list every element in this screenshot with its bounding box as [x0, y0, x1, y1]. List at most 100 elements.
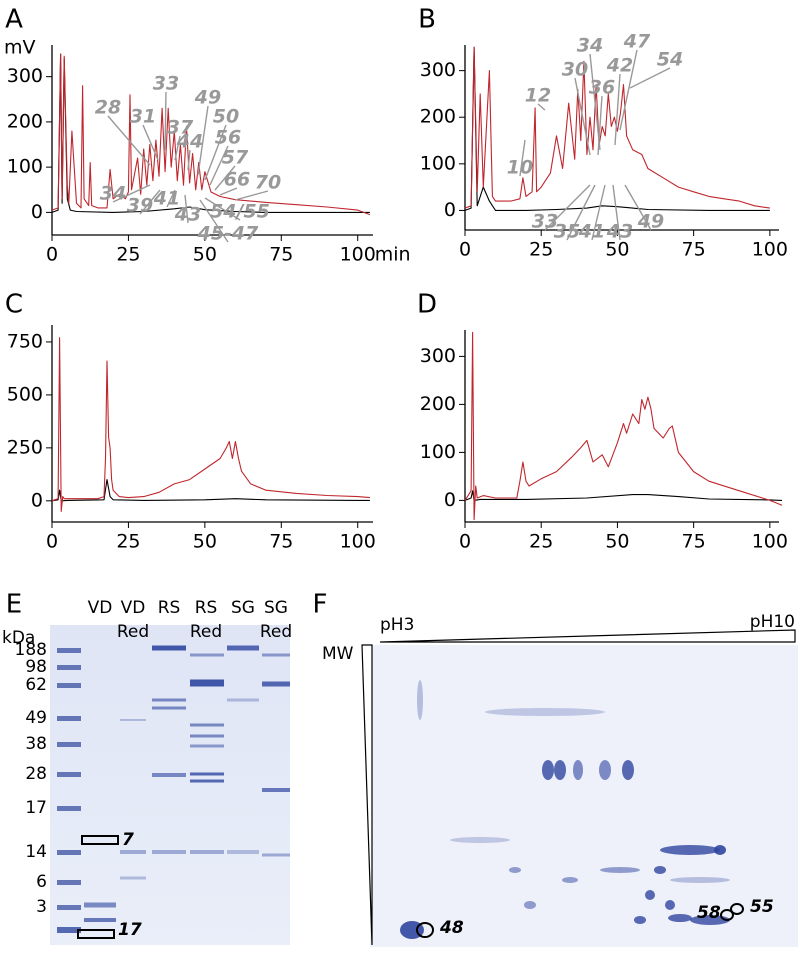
ladder-band	[57, 665, 81, 670]
y-tick-label: 300	[7, 65, 43, 87]
x-tick-label: 75	[269, 531, 293, 553]
lane-label: SG	[264, 598, 288, 618]
panel-label: F	[313, 590, 328, 620]
gel-spot	[450, 837, 510, 843]
gel-spot	[660, 845, 720, 855]
peak-annotation: 44	[176, 131, 203, 153]
gel-spot	[554, 760, 566, 780]
annotation-arrow	[112, 184, 151, 203]
x-tick-label: 25	[116, 244, 140, 266]
ladder-band	[57, 683, 81, 688]
gel-band	[262, 853, 290, 857]
mw-label: MW	[322, 644, 354, 664]
marker-label: 98	[25, 657, 47, 677]
ladder-band	[57, 880, 81, 885]
gel-marks	[57, 645, 730, 939]
y-tick-label: 0	[31, 489, 43, 511]
gel-spot	[670, 877, 730, 883]
annotation-arrow	[544, 184, 591, 231]
x-tick-label: 50	[193, 531, 217, 553]
peak-annotation: 54	[657, 49, 683, 71]
ladder-band	[57, 648, 81, 653]
peak-annotation: 56	[215, 127, 241, 149]
gel-band	[84, 902, 116, 908]
y-tick-label: 100	[7, 156, 43, 178]
x-tick-label: 50	[605, 239, 629, 261]
annotation-arrow	[142, 124, 159, 161]
gel-band	[190, 850, 224, 854]
gel-spot	[622, 760, 634, 780]
spot-label: 58	[697, 903, 721, 923]
lane-label: RS	[158, 598, 181, 618]
x-tick-label: 50	[193, 244, 217, 266]
annotation-arrow	[204, 124, 227, 181]
peak-annotation: 12	[525, 85, 551, 107]
gel-band	[190, 734, 224, 738]
gel-band	[120, 719, 146, 721]
x-tick-label: 25	[116, 531, 140, 553]
peak-annotation: 50	[213, 106, 239, 128]
annotation-arrow	[139, 189, 161, 215]
gel-band	[120, 850, 146, 854]
y-tick-label: 300	[420, 59, 456, 81]
gel-spot	[509, 867, 521, 873]
peak-annotation: 30	[562, 59, 588, 81]
ladder-band	[57, 850, 81, 855]
x-tick-label: 100	[752, 531, 788, 553]
ladder-band	[57, 716, 81, 721]
peak-annotation: 42	[606, 55, 633, 77]
lane-sublabel: Red	[190, 622, 222, 642]
spot-circle	[416, 922, 434, 938]
annotation-arrow	[614, 73, 621, 146]
panel-label: C	[5, 290, 23, 320]
gel-band	[120, 876, 146, 880]
x-tick-label: 0	[46, 244, 58, 266]
peak-annotation: 31	[130, 106, 156, 128]
ladder-band	[57, 772, 81, 777]
marker-label: 17	[25, 798, 47, 818]
peak-annotation: 66	[224, 169, 250, 191]
gel-spot	[668, 914, 692, 922]
marker-label: 6	[36, 872, 47, 892]
panel-label: A	[5, 5, 23, 35]
marker-label: 38	[25, 734, 47, 754]
y-axis-label: mV	[4, 37, 36, 59]
peak-annotation: 33	[153, 73, 179, 95]
gel-spot	[562, 877, 578, 883]
gel-band	[227, 850, 259, 854]
ph-low-label: pH3	[380, 615, 414, 635]
y-tick-label: 100	[420, 441, 456, 463]
gel-band	[262, 681, 290, 687]
panel-label: D	[417, 290, 437, 320]
x-tick-label: 0	[46, 531, 58, 553]
x-tick-label: 75	[682, 239, 706, 261]
trace-line	[464, 46, 770, 209]
x-tick-label: 100	[752, 239, 788, 261]
annotation-arrow	[612, 184, 621, 241]
ph-gradient-wedge	[379, 629, 796, 643]
peak-annotation: 33	[532, 211, 558, 233]
gel-band	[190, 679, 224, 687]
marker-label: 28	[25, 764, 47, 784]
peak-annotation: 70	[255, 172, 281, 194]
peak-annotation: 37	[167, 117, 194, 139]
annotation-arrow	[166, 189, 176, 208]
gel-spot	[573, 760, 583, 780]
x-tick-label: 100	[340, 531, 376, 553]
peak-annotation: 36	[589, 77, 615, 99]
annotation-arrow	[214, 165, 236, 191]
annotation-arrow	[234, 190, 269, 201]
gel-band	[190, 779, 224, 783]
x-tick-label: 75	[269, 244, 293, 266]
mw-gradient-wedge	[361, 644, 373, 946]
gel-band	[227, 645, 259, 651]
gel-band	[262, 788, 290, 792]
gel-band	[152, 645, 186, 651]
annotation-arrow	[629, 67, 671, 89]
annotation-arrow	[619, 49, 638, 131]
spot-label: 55	[750, 897, 774, 917]
trace-line	[464, 490, 783, 501]
band-box	[77, 929, 115, 939]
lane-sublabel: Red	[117, 622, 149, 642]
